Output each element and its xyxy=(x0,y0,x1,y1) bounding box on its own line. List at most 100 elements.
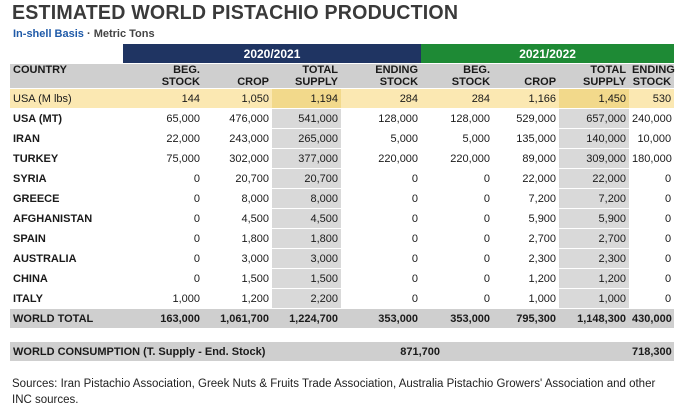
country-name: ITALY xyxy=(10,288,123,309)
header-beg-stock-2020-text: STOCK xyxy=(161,76,200,88)
cell-beg-stock-2020: 0 xyxy=(123,248,203,269)
cell-beg-stock-2021: 284 xyxy=(421,88,494,109)
subtitle-basis: In-shell Basis xyxy=(13,28,84,40)
cell-total-supply-2021: 1,200 xyxy=(559,268,630,289)
cell-crop-2020: 1,800 xyxy=(203,228,272,249)
cell-beg-stock-2020: 1,000 xyxy=(123,288,203,309)
header-ending-stock-2020-text: ENDING xyxy=(375,64,419,76)
cell-crop-2021: 795,300 xyxy=(493,308,560,329)
cell-ending-stock-2020: 220,000 xyxy=(341,148,422,169)
country-name: USA (M lbs) xyxy=(10,88,123,109)
cell-crop-2020: 8,000 xyxy=(203,188,272,209)
country-name: WORLD TOTAL xyxy=(10,308,123,329)
table-row: ITALY 1,000 1,200 2,200 0 0 1,000 1,000 0 xyxy=(10,288,675,309)
cell-beg-stock-2020: 0 xyxy=(123,228,203,249)
cell-ending-stock-2020: 0 xyxy=(341,288,422,309)
cell-beg-stock-2021: 0 xyxy=(421,228,494,249)
header-crop-2020-text: CROP xyxy=(237,76,269,88)
table-row: GREECE 0 8,000 8,000 0 0 7,200 7,200 0 xyxy=(10,188,675,209)
consumption-2020: 871,700 xyxy=(363,342,443,361)
cell-ending-stock-2021: 0 xyxy=(629,168,675,189)
cell-crop-2021: 2,300 xyxy=(493,248,560,269)
header-beg-stock-2021-text: STOCK xyxy=(451,76,491,88)
cell-total-supply-2020: 4,500 xyxy=(272,208,341,229)
cell-total-supply-2021: 5,900 xyxy=(559,208,630,229)
cell-beg-stock-2021: 5,000 xyxy=(421,128,494,149)
cell-ending-stock-2021: 0 xyxy=(629,228,675,249)
cell-beg-stock-2021: 0 xyxy=(421,268,494,289)
cell-beg-stock-2020: 65,000 xyxy=(123,108,203,129)
header-beg-stock-2021-text: BEG. xyxy=(463,64,491,76)
cell-beg-stock-2021: 0 xyxy=(421,288,494,309)
table-row: CHINA 0 1,500 1,500 0 0 1,200 1,200 0 xyxy=(10,268,675,289)
cell-crop-2021: 1,166 xyxy=(493,88,560,109)
cell-beg-stock-2021: 0 xyxy=(421,188,494,209)
cell-total-supply-2020: 1,224,700 xyxy=(272,308,341,329)
consumption-label: WORLD CONSUMPTION (T. Supply - End. Stoc… xyxy=(10,342,363,361)
cell-total-supply-2020: 1,194 xyxy=(272,88,341,109)
cell-total-supply-2021: 7,200 xyxy=(559,188,630,209)
cell-crop-2021: 135,000 xyxy=(493,128,560,149)
cell-ending-stock-2021: 10,000 xyxy=(629,128,675,149)
cell-crop-2021: 7,200 xyxy=(493,188,560,209)
country-name: CHINA xyxy=(10,268,123,289)
year-header-2021: 2021/2022 xyxy=(421,44,675,64)
cell-crop-2021: 5,900 xyxy=(493,208,560,229)
country-name: AFGHANISTAN xyxy=(10,208,123,229)
consumption-spacer xyxy=(443,342,629,361)
cell-total-supply-2021: 2,700 xyxy=(559,228,630,249)
cell-beg-stock-2020: 163,000 xyxy=(123,308,203,329)
cell-beg-stock-2020: 0 xyxy=(123,208,203,229)
cell-crop-2020: 20,700 xyxy=(203,168,272,189)
country-name: IRAN xyxy=(10,128,123,149)
cell-ending-stock-2020: 284 xyxy=(341,88,422,109)
cell-crop-2021: 1,000 xyxy=(493,288,560,309)
production-table: 2020/2021 2021/2022 COUNTRY BEG. STOCK CROP… xyxy=(10,44,675,329)
cell-total-supply-2021: 657,000 xyxy=(559,108,630,129)
country-name: SYRIA xyxy=(10,168,123,189)
table-row: IRAN 22,000 243,000 265,000 5,000 5,000 135,00… xyxy=(10,128,675,149)
year-header-2020: 2020/2021 xyxy=(123,44,422,64)
header-beg-stock-2020-text: BEG. xyxy=(173,64,200,76)
cell-ending-stock-2020: 0 xyxy=(341,208,422,229)
cell-total-supply-2021: 1,148,300 xyxy=(559,308,630,329)
header-total-supply-2020: TOTAL SUPPLY xyxy=(272,63,341,89)
cell-total-supply-2021: 2,300 xyxy=(559,248,630,269)
cell-total-supply-2020: 541,000 xyxy=(272,108,341,129)
cell-total-supply-2020: 1,800 xyxy=(272,228,341,249)
cell-beg-stock-2020: 75,000 xyxy=(123,148,203,169)
header-beg-stock-2021: BEG. STOCK xyxy=(421,63,494,89)
cell-beg-stock-2020: 0 xyxy=(123,268,203,289)
table-row: SYRIA 0 20,700 20,700 0 0 22,000 22,000 0 xyxy=(10,168,675,189)
cell-crop-2020: 1,200 xyxy=(203,288,272,309)
cell-crop-2020: 4,500 xyxy=(203,208,272,229)
consumption-table: WORLD CONSUMPTION (T. Supply - End. Stoc… xyxy=(10,342,674,361)
header-ending-stock-2021-text: ENDING xyxy=(632,64,675,76)
cell-ending-stock-2021: 0 xyxy=(629,208,675,229)
header-total-supply-2020-text: TOTAL xyxy=(302,64,338,76)
cell-total-supply-2020: 8,000 xyxy=(272,188,341,209)
cell-total-supply-2021: 22,000 xyxy=(559,168,630,189)
table-row: SPAIN 0 1,800 1,800 0 0 2,700 2,700 0 xyxy=(10,228,675,249)
cell-crop-2020: 1,061,700 xyxy=(203,308,272,329)
cell-ending-stock-2020: 5,000 xyxy=(341,128,422,149)
cell-ending-stock-2021: 530 xyxy=(629,88,675,109)
cell-beg-stock-2021: 128,000 xyxy=(421,108,494,129)
subtitle: In-shell Basis · Metric Tons xyxy=(13,28,155,40)
table-row: AUSTRALIA 0 3,000 3,000 0 0 2,300 2,300 0 xyxy=(10,248,675,269)
cell-beg-stock-2021: 353,000 xyxy=(421,308,494,329)
cell-beg-stock-2021: 0 xyxy=(421,248,494,269)
header-ending-stock-2020-text: STOCK xyxy=(379,76,419,88)
header-total-supply-2021-text: SUPPLY xyxy=(583,76,627,88)
header-crop-2021-text: CROP xyxy=(524,76,557,88)
header-total-supply-2021-text: TOTAL xyxy=(590,64,627,76)
sources-note: Sources: Iran Pistachio Association, Gre… xyxy=(12,378,656,406)
header-total-supply-2020-text: SUPPLY xyxy=(294,76,338,88)
cell-total-supply-2021: 140,000 xyxy=(559,128,630,149)
country-name: AUSTRALIA xyxy=(10,248,123,269)
cell-crop-2020: 476,000 xyxy=(203,108,272,129)
cell-crop-2021: 22,000 xyxy=(493,168,560,189)
cell-crop-2021: 2,700 xyxy=(493,228,560,249)
country-name: USA (MT) xyxy=(10,108,123,129)
cell-beg-stock-2020: 0 xyxy=(123,168,203,189)
